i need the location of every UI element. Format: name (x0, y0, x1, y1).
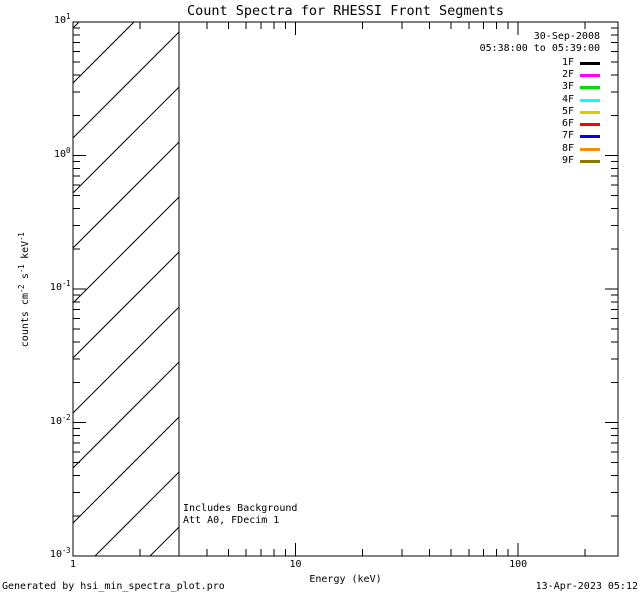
plot-timestamp: 13-Apr-2023 05:12 (535, 581, 638, 592)
y-axis-label: counts cm-2 s-1 keV-1 (17, 232, 32, 348)
y-tick-base: 10 (49, 282, 62, 293)
hatch-lines (73, 22, 180, 556)
legend-color-line (580, 147, 600, 151)
legend-color-line (580, 73, 600, 77)
annotation-attenuator-state: Att A0, FDecim 1 (183, 514, 280, 526)
y-tick-base: 10 (53, 148, 66, 160)
legend-entry: 4F (562, 94, 600, 106)
legend-time-range: 05:38:00 to 05:39:00 (479, 43, 600, 54)
annotation-includes-background: Includes Background (183, 503, 298, 514)
y-axis-label-exponent: -1 (17, 264, 26, 273)
x-tick-label: 10 (289, 559, 302, 570)
legend-color-line (580, 85, 600, 89)
generated-by-text: Generated by hsi_min_spectra_plot.pro (2, 581, 225, 592)
y-tick-base: 10 (49, 549, 62, 560)
legend-entry: 1F (562, 57, 600, 69)
legend-entry: 9F (562, 155, 600, 167)
y-tick-exponent: 0 (65, 145, 71, 155)
legend-entry-label: 1F (561, 57, 574, 68)
legend-entry: 3F (562, 81, 600, 93)
y-tick-base: 10 (49, 415, 62, 427)
legend-entry-label: 6F (561, 118, 574, 129)
chart-title: Count Spectra for RHESSI Front Segments (187, 3, 504, 19)
legend-entry-label: 7F (561, 130, 574, 141)
y-tick-label: 10-2 (49, 412, 71, 428)
y-tick-exponent: -3 (61, 546, 71, 555)
legend-entry: 6F (562, 118, 600, 130)
y-axis-ticks (73, 21, 618, 557)
legend-entry: 5F (562, 106, 600, 118)
legend-entry: 8F (562, 143, 600, 155)
y-tick-label: 101 (53, 12, 71, 27)
legend-entry-label: 3F (561, 81, 574, 92)
legend-entry-label: 2F (561, 69, 574, 80)
y-axis-label-exponent: -1 (17, 232, 26, 241)
legend-entry-label: 5F (561, 106, 574, 117)
x-tick-label: 1 (69, 559, 77, 570)
legend-color-line (580, 61, 600, 65)
legend-color-line (580, 134, 600, 138)
legend-color-line (580, 159, 600, 163)
y-tick-exponent: -1 (61, 279, 71, 288)
legend-entry-label: 4F (561, 94, 574, 105)
legend-entry-label: 8F (561, 143, 574, 154)
legend-entry: 7F (562, 130, 600, 142)
y-axis-label-exponent: -2 (17, 284, 26, 294)
plot-box (72, 21, 619, 557)
y-axis-label-text: s (20, 272, 31, 285)
x-axis-ticks (72, 22, 586, 556)
legend-color-line (580, 98, 600, 102)
legend-date: 30-Sep-2008 (533, 31, 600, 42)
y-tick-label: 10-1 (49, 279, 71, 294)
legend-entry-label: 9F (561, 155, 574, 166)
y-tick-exponent: 1 (65, 12, 71, 21)
y-tick-exponent: -2 (61, 412, 71, 422)
x-axis-label: Energy (keV) (309, 574, 382, 585)
y-axis-label-text: counts cm (20, 293, 31, 348)
x-tick-label: 100 (509, 559, 528, 570)
y-tick-base: 10 (53, 15, 66, 26)
y-tick-label: 10-3 (49, 546, 71, 561)
plot-annotations: Includes Background Att A0, FDecim 1 (183, 503, 297, 526)
legend-color-line (580, 122, 600, 126)
legend-entry: 2F (562, 69, 600, 81)
legend-color-line (580, 110, 600, 114)
y-tick-label: 100 (53, 145, 71, 161)
y-axis-label-text: keV (20, 240, 31, 265)
